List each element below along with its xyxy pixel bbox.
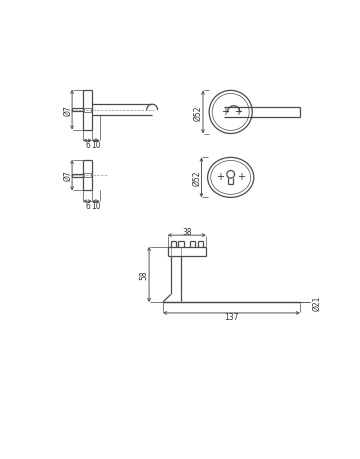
Text: 10: 10	[91, 140, 101, 150]
Text: +: +	[221, 107, 229, 117]
Text: 6: 6	[85, 201, 90, 210]
Text: 6: 6	[85, 140, 90, 150]
Text: 137: 137	[224, 313, 239, 322]
Text: +: +	[238, 172, 246, 181]
Text: 10: 10	[91, 201, 101, 210]
Text: 58: 58	[139, 270, 148, 280]
Text: Ø7: Ø7	[64, 105, 73, 116]
Text: Ø52: Ø52	[192, 170, 201, 186]
Text: Ø7: Ø7	[64, 170, 73, 181]
Text: 38: 38	[182, 227, 192, 236]
Text: Ø21: Ø21	[312, 295, 321, 310]
Text: +: +	[216, 172, 224, 181]
Text: Ø52: Ø52	[194, 105, 203, 120]
Text: +: +	[234, 107, 242, 117]
